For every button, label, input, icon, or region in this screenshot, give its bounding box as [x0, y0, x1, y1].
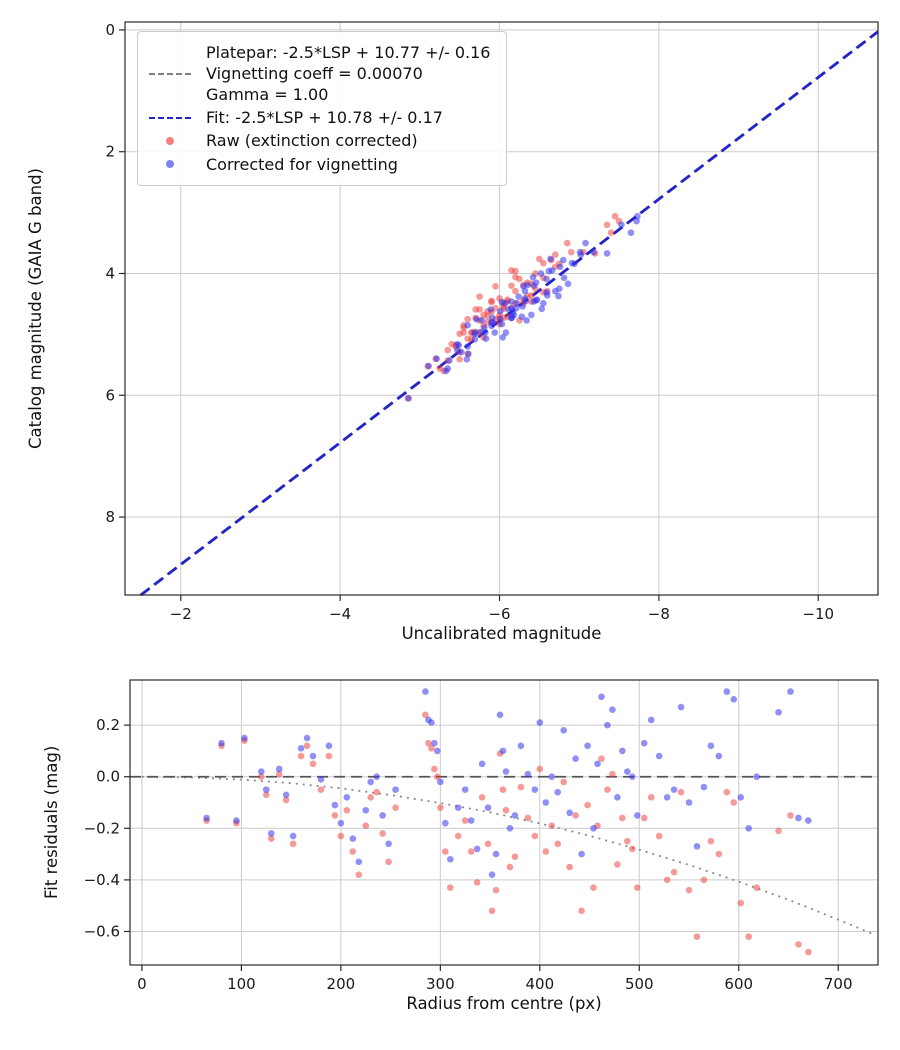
svg-text:−0.4: −0.4 [84, 871, 120, 889]
svg-text:6: 6 [105, 386, 115, 404]
raw-dot-icon [166, 136, 174, 145]
svg-text:700: 700 [824, 975, 853, 993]
top-plot-ylabel: Catalog magnitude (GAIA G band) [26, 168, 45, 449]
svg-text:4: 4 [105, 264, 115, 282]
line-series-vignetting-model [141, 775, 876, 936]
svg-text:0: 0 [137, 975, 147, 993]
legend-fit-label: Fit: -2.5*LSP + 10.78 +/- 0.17 [206, 108, 443, 128]
legend-platepar-line1: Platepar: -2.5*LSP + 10.77 +/- 0.16 [206, 43, 491, 62]
svg-text:0.0: 0.0 [96, 768, 120, 786]
tick-labels: 0 100 200 300 400 500 600 700 0.2 0.0 −0.2 −0.4 −0.6 [84, 716, 853, 993]
legend-entry-raw: Raw (extinction corrected) [148, 130, 490, 151]
svg-text:−2: −2 [170, 605, 192, 623]
scatter-series-corrected-for-vignetting [405, 212, 641, 402]
fit-dash-icon [149, 116, 191, 119]
plot-legend: Platepar: -2.5*LSP + 10.77 +/- 0.16 Vign… [137, 31, 508, 186]
legend-platepar-line2: Vignetting coeff = 0.00070 [206, 64, 423, 84]
svg-text:100: 100 [227, 975, 256, 993]
gridlines [130, 680, 878, 965]
platepar-dash-icon [149, 72, 191, 75]
svg-text:−8: −8 [648, 605, 670, 623]
legend-entry-vignetting: Corrected for vignetting [148, 154, 490, 175]
svg-text:200: 200 [327, 975, 356, 993]
top-plot-xlabel: Uncalibrated magnitude [401, 624, 602, 643]
svg-text:−0.2: −0.2 [84, 819, 120, 837]
bottom-plot-fit-residuals: 0 100 200 300 400 500 600 700 0.2 0.0 −0.2 −0.4 −0.6 [84, 679, 879, 993]
svg-text:600: 600 [724, 975, 753, 993]
axes-frame [124, 21, 879, 596]
scatter-series-raw-extinction-corrected [203, 711, 812, 956]
vignetting-dot-icon [166, 160, 174, 169]
svg-text:500: 500 [625, 975, 654, 993]
scatter-series-corrected-for-vignetting [203, 688, 812, 879]
legend-raw-label: Raw (extinction corrected) [206, 131, 418, 151]
svg-text:2: 2 [105, 143, 115, 161]
tick-labels: −2 −4 −6 −8 −10 0 2 4 6 8 [105, 21, 834, 623]
svg-text:0: 0 [105, 21, 115, 39]
svg-text:8: 8 [105, 508, 115, 526]
bottom-plot-ylabel: Fit residuals (mag) [42, 745, 61, 900]
svg-text:−6: −6 [488, 605, 510, 623]
top-plot-magnitude-calibration: −2 −4 −6 −8 −10 0 2 4 6 8 [105, 21, 879, 623]
legend-platepar-line3: Gamma = 1.00 [206, 85, 329, 105]
line-series-fit-2-5-lsp-10-78-0-17 [140, 30, 879, 597]
svg-text:400: 400 [525, 975, 554, 993]
axes-frame [129, 679, 879, 966]
legend-entry-fit: Fit: -2.5*LSP + 10.78 +/- 0.17 [148, 107, 490, 128]
svg-text:−10: −10 [802, 605, 834, 623]
legend-vignetting-label: Corrected for vignetting [206, 154, 398, 174]
legend-entry-platepar: Platepar: -2.5*LSP + 10.77 +/- 0.16 Vign… [148, 42, 490, 105]
svg-text:−4: −4 [329, 605, 351, 623]
svg-text:0.2: 0.2 [96, 716, 120, 734]
svg-text:300: 300 [426, 975, 455, 993]
bottom-plot-xlabel: Radius from centre (px) [406, 994, 602, 1013]
svg-text:−0.6: −0.6 [84, 922, 120, 940]
